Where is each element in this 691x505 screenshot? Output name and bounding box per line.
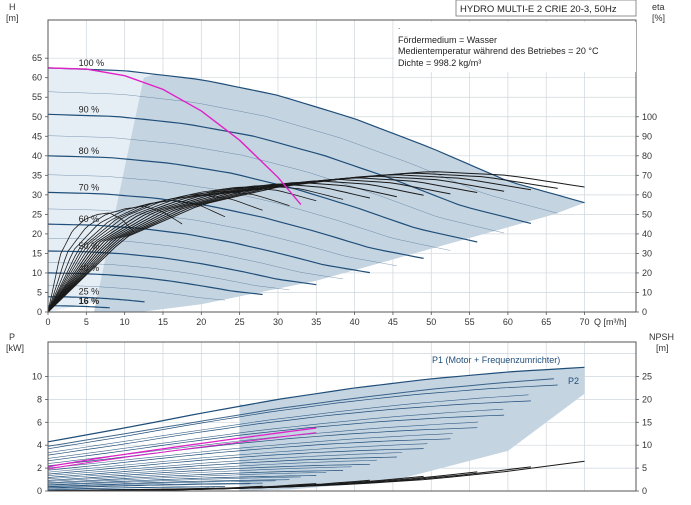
qh-x-tick-label: 10 bbox=[120, 317, 130, 327]
qh-y-tick-label: 40 bbox=[32, 151, 42, 161]
npsh-y-tick-label: 0 bbox=[642, 486, 647, 496]
qh-x-tick-label: 50 bbox=[426, 317, 436, 327]
qh-y-tick-label: 65 bbox=[32, 53, 42, 63]
qh-y2-tick-label: 40 bbox=[642, 229, 652, 239]
qh-y2-tick-label: 100 bbox=[642, 112, 657, 122]
qh-x-tick-label: 5 bbox=[84, 317, 89, 327]
qh-y-axis-unit: [m] bbox=[6, 13, 19, 23]
qh-y2-axis-unit: [%] bbox=[652, 13, 665, 23]
qh-x-tick-label: 30 bbox=[273, 317, 283, 327]
qh-y2-tick-label: 60 bbox=[642, 190, 652, 200]
qh-speed-label-0: 100 % bbox=[79, 58, 105, 68]
npsh-y-axis-unit: [m] bbox=[656, 343, 669, 353]
qh-y-axis-title: H bbox=[9, 2, 16, 12]
qh-y-tick-label: 10 bbox=[32, 268, 42, 278]
qh-x-axis-title: Q [m³/h] bbox=[594, 317, 627, 327]
qh-y-tick-label: 0 bbox=[37, 307, 42, 317]
qh-x-tick-label: 20 bbox=[196, 317, 206, 327]
power-y-tick-label: 10 bbox=[32, 372, 42, 382]
qh-y2-tick-label: 70 bbox=[642, 170, 652, 180]
power-y-tick-label: 2 bbox=[37, 463, 42, 473]
qh-x-tick-label: 0 bbox=[45, 317, 50, 327]
power-y-axis-unit: [kW] bbox=[6, 343, 24, 353]
npsh-y-tick-label: 5 bbox=[642, 463, 647, 473]
qh-x-tick-label: 25 bbox=[235, 317, 245, 327]
npsh-y-tick-label: 20 bbox=[642, 394, 652, 404]
qh-y2-tick-label: 80 bbox=[642, 151, 652, 161]
qh-y-tick-label: 50 bbox=[32, 112, 42, 122]
qh-speed-label-2: 80 % bbox=[79, 146, 100, 156]
power-y-tick-label: 4 bbox=[37, 440, 42, 450]
qh-y2-tick-label: 90 bbox=[642, 131, 652, 141]
chart-title: HYDRO MULTI-E 2 CRIE 20-3, 50Hz bbox=[460, 4, 617, 15]
qh-speed-label-8: 16 % bbox=[79, 296, 100, 306]
qh-y-tick-label: 35 bbox=[32, 170, 42, 180]
qh-speed-label-3: 70 % bbox=[79, 182, 100, 192]
qh-y2-tick-label: 30 bbox=[642, 248, 652, 258]
npsh-y-tick-label: 15 bbox=[642, 417, 652, 427]
annotation-dot: . bbox=[398, 22, 400, 31]
annotation-density: Dichte = 998.2 kg/m³ bbox=[398, 58, 481, 68]
qh-x-tick-label: 35 bbox=[311, 317, 321, 327]
annotation-medium: Fördermedium = Wasser bbox=[398, 35, 497, 45]
qh-y-tick-label: 55 bbox=[32, 92, 42, 102]
qh-y2-tick-label: 50 bbox=[642, 209, 652, 219]
p2-series-label: P2 bbox=[568, 376, 579, 386]
qh-y-tick-label: 30 bbox=[32, 190, 42, 200]
qh-speed-label-6: 40 % bbox=[79, 263, 100, 273]
qh-speed-label-4: 60 % bbox=[79, 214, 100, 224]
qh-y-tick-label: 5 bbox=[37, 287, 42, 297]
npsh-y-axis-title: NPSH bbox=[649, 332, 674, 342]
power-y-tick-label: 6 bbox=[37, 417, 42, 427]
power-y-tick-label: 0 bbox=[37, 486, 42, 496]
qh-y-tick-label: 20 bbox=[32, 229, 42, 239]
power-y-tick-label: 8 bbox=[37, 394, 42, 404]
qh-x-tick-label: 40 bbox=[350, 317, 360, 327]
qh-y2-tick-label: 0 bbox=[642, 307, 647, 317]
qh-speed-label-1: 90 % bbox=[79, 104, 100, 114]
p1-series-label: P1 (Motor + Frequenzumrichter) bbox=[432, 355, 560, 365]
qh-y-tick-label: 25 bbox=[32, 209, 42, 219]
qh-y-tick-label: 60 bbox=[32, 73, 42, 83]
qh-x-tick-label: 45 bbox=[388, 317, 398, 327]
qh-y-tick-label: 15 bbox=[32, 248, 42, 258]
qh-y2-tick-label: 20 bbox=[642, 268, 652, 278]
qh-y2-axis-title: eta bbox=[652, 2, 665, 12]
npsh-y-tick-label: 25 bbox=[642, 372, 652, 382]
qh-x-tick-label: 60 bbox=[503, 317, 513, 327]
qh-x-tick-label: 55 bbox=[465, 317, 475, 327]
qh-x-tick-label: 70 bbox=[580, 317, 590, 327]
qh-x-tick-label: 15 bbox=[158, 317, 168, 327]
qh-y-tick-label: 45 bbox=[32, 131, 42, 141]
annotation-temperature: Medientemperatur während des Betriebes =… bbox=[398, 46, 599, 56]
power-y-axis-title: P bbox=[9, 332, 15, 342]
qh-x-tick-label: 65 bbox=[541, 317, 551, 327]
qh-y2-tick-label: 10 bbox=[642, 287, 652, 297]
npsh-y-tick-label: 10 bbox=[642, 440, 652, 450]
qh-speed-label-5: 50 % bbox=[79, 241, 100, 251]
